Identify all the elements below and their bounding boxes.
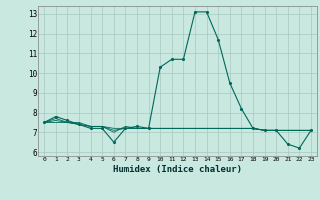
X-axis label: Humidex (Indice chaleur): Humidex (Indice chaleur) — [113, 165, 242, 174]
